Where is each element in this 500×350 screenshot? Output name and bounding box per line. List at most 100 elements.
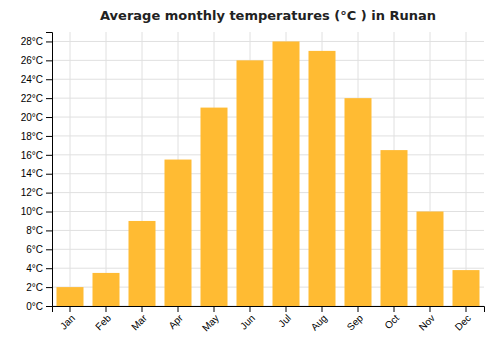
tick-mark (46, 79, 52, 80)
bar (453, 270, 480, 306)
tick: Sep (345, 306, 366, 333)
tick: 14°C (21, 168, 52, 179)
tick-label: 2°C (26, 282, 43, 293)
tick-mark (178, 306, 179, 312)
bar (345, 98, 372, 306)
tick-label: 28°C (21, 36, 43, 47)
tick-mark (142, 306, 143, 312)
tick-label: 6°C (26, 244, 43, 255)
tick: Nov (417, 306, 437, 333)
tick-mark (46, 174, 52, 175)
tick: 8°C (26, 225, 52, 236)
tick-label: 0°C (26, 301, 43, 312)
tick: Jun (238, 306, 257, 332)
tick-label: 22°C (21, 93, 43, 104)
tick-label: Dec (453, 312, 473, 332)
chart: 0°C 2°C 4°C 6°C 8°C 10°C 12°C 14°C 16°C 18°C 20°C 2… (0, 0, 500, 350)
tick: Jul (276, 306, 293, 329)
grid-line (70, 32, 71, 306)
tick: 20°C (21, 112, 52, 123)
plot: 0°C 2°C 4°C 6°C 8°C 10°C 12°C 14°C 16°C 18°C 20°C 2… (21, 32, 485, 334)
bar (129, 221, 156, 306)
tick: 22°C (21, 93, 52, 104)
tick: Dec (453, 306, 473, 333)
tick: Apr (166, 306, 185, 331)
tick-label: Jan (58, 312, 77, 331)
tick-label: 4°C (26, 263, 43, 274)
tick-mark (46, 155, 52, 156)
tick-mark (46, 136, 52, 137)
bar (237, 60, 264, 306)
tick-label: 12°C (21, 187, 43, 198)
tick-mark (46, 41, 52, 42)
tick-mark (322, 306, 323, 312)
bar (309, 51, 336, 306)
bar (273, 41, 300, 306)
tick-mark (46, 212, 52, 213)
axis-line (46, 33, 53, 307)
tick: 2°C (26, 282, 52, 293)
tick: 28°C (21, 36, 52, 47)
tick-mark (70, 306, 71, 312)
bar (57, 287, 84, 306)
tick-label: 26°C (21, 55, 43, 66)
y-axis: 0°C 2°C 4°C 6°C 8°C 10°C 12°C 14°C 16°C 18°C 20°C 2… (21, 33, 53, 312)
bars (57, 41, 480, 306)
tick-mark (46, 268, 52, 269)
tick-label: May (200, 312, 221, 333)
tick: 4°C (26, 263, 52, 274)
tick-mark (46, 98, 52, 99)
tick-label: Sep (345, 312, 366, 333)
tick-mark (466, 306, 467, 312)
tick-mark (46, 249, 52, 250)
grid-line (52, 154, 484, 155)
grid-line (52, 98, 484, 99)
bar (201, 108, 228, 306)
tick: 24°C (21, 74, 52, 85)
tick-label: 24°C (21, 74, 43, 85)
tick: Oct (382, 306, 401, 331)
grid-line (466, 32, 467, 306)
title: Average monthly temperatures (°C ) in Ru… (100, 8, 436, 23)
tick-label: 10°C (21, 206, 43, 217)
tick-label: Mar (129, 312, 149, 332)
tick-label: 16°C (21, 150, 43, 161)
tick-label: 8°C (26, 225, 43, 236)
grid-line (52, 60, 484, 61)
tick-label: Jul (276, 312, 293, 329)
tick-label: 18°C (21, 131, 43, 142)
tick-label: Aug (309, 312, 329, 332)
tick-mark (214, 306, 215, 312)
tick-mark (394, 306, 395, 312)
grid-line (106, 32, 107, 306)
tick-mark (46, 287, 52, 288)
tick-mark (286, 306, 287, 312)
tick: 6°C (26, 244, 52, 255)
grid-line (52, 117, 484, 118)
tick: Feb (93, 306, 113, 332)
grid (52, 32, 484, 306)
axis-line (53, 307, 485, 313)
tick-mark (46, 193, 52, 194)
tick-mark (358, 306, 359, 312)
tick-label: Nov (417, 312, 437, 332)
grid-line (52, 79, 484, 80)
grid-line (52, 41, 484, 42)
bar (93, 273, 120, 306)
tick: Mar (129, 306, 149, 332)
tick-label: 14°C (21, 168, 43, 179)
bar (165, 160, 192, 306)
tick: 10°C (21, 206, 52, 217)
tick: 16°C (21, 150, 52, 161)
tick: 18°C (21, 131, 52, 142)
tick-label: 20°C (21, 112, 43, 123)
tick-mark (250, 306, 251, 312)
tick-label: Oct (382, 312, 401, 331)
tick: 12°C (21, 187, 52, 198)
grid-line (52, 173, 484, 174)
tick-label: Feb (93, 312, 113, 332)
tick-mark (46, 60, 52, 61)
tick-label: Jun (238, 312, 257, 331)
tick-label: Apr (166, 312, 185, 331)
tick: 0°C (26, 301, 52, 312)
